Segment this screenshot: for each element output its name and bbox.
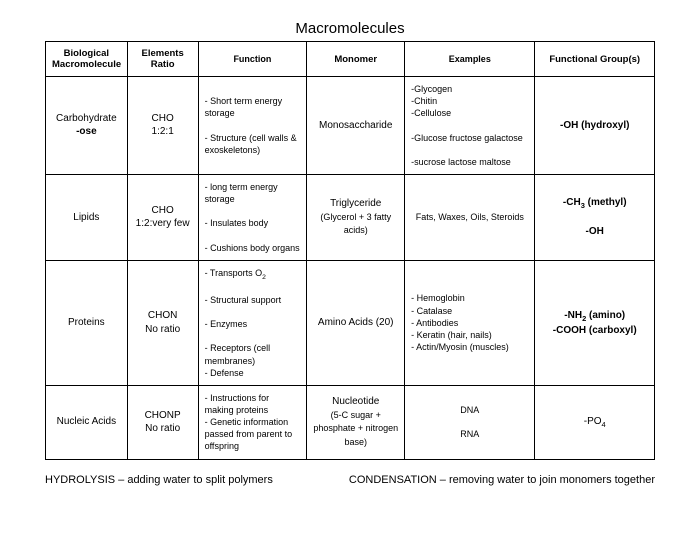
col-header: Biological Macromolecule [46,42,128,77]
col-header: Functional Group(s) [535,42,655,77]
table-cell: - Instructions for making proteins- Gene… [198,385,307,459]
table-cell: CHONNo ratio [127,260,198,385]
page-title: Macromolecules [45,20,655,37]
col-header: Examples [405,42,535,77]
table-cell: Carbohydrate-ose [46,77,128,175]
table-cell: - Short term energy storage- Structure (… [198,77,307,175]
table-cell: -Glycogen-Chitin-Cellulose-Glucose fruct… [405,77,535,175]
table-cell: Proteins [46,260,128,385]
table-row: Nucleic AcidsCHONPNo ratio- Instructions… [46,385,655,459]
table-row: Carbohydrate-oseCHO1:2:1- Short term ene… [46,77,655,175]
table-cell: -CH3 (methyl)-OH [535,174,655,260]
table-cell: -PO4 [535,385,655,459]
table-cell: - Transports O2- Structural support- Enz… [198,260,307,385]
table-cell: Fats, Waxes, Oils, Steroids [405,174,535,260]
table-cell: Nucleotide(5-C sugar + phosphate + nitro… [307,385,405,459]
table-cell: Monosaccharide [307,77,405,175]
col-header: Elements Ratio [127,42,198,77]
table-header-row: Biological Macromolecule Elements Ratio … [46,42,655,77]
footer-right: CONDENSATION – removing water to join mo… [349,474,655,486]
col-header: Function [198,42,307,77]
table-cell: DNARNA [405,385,535,459]
table-cell: Amino Acids (20) [307,260,405,385]
table-cell: Nucleic Acids [46,385,128,459]
table-cell: CHO1:2:very few [127,174,198,260]
table-row: ProteinsCHONNo ratio- Transports O2- Str… [46,260,655,385]
table-cell: Triglyceride(Glycerol + 3 fatty acids) [307,174,405,260]
table-cell: - Hemoglobin- Catalase- Antibodies- Kera… [405,260,535,385]
table-cell: CHONPNo ratio [127,385,198,459]
footer-left: HYDROLYSIS – adding water to split polym… [45,474,273,486]
table-cell: -OH (hydroxyl) [535,77,655,175]
footer-notes: HYDROLYSIS – adding water to split polym… [45,474,655,486]
table-cell: - long term energy storage- Insulates bo… [198,174,307,260]
col-header: Monomer [307,42,405,77]
macromolecules-table: Biological Macromolecule Elements Ratio … [45,41,655,460]
table-row: LipidsCHO1:2:very few- long term energy … [46,174,655,260]
table-cell: -NH2 (amino)-COOH (carboxyl) [535,260,655,385]
table-cell: Lipids [46,174,128,260]
table-cell: CHO1:2:1 [127,77,198,175]
